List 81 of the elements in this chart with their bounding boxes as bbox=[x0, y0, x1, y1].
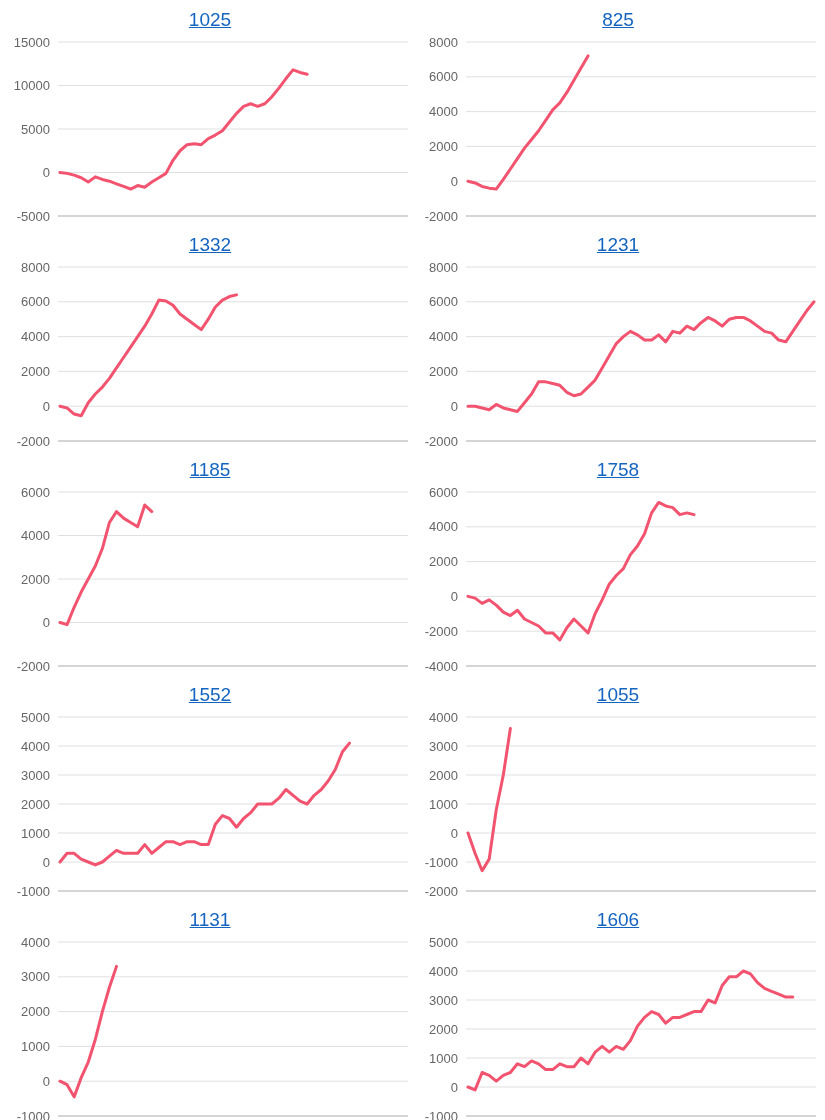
chart-title: 825 bbox=[601, 8, 635, 32]
y-tick-label: 5000 bbox=[21, 709, 50, 725]
y-tick-label: 6000 bbox=[429, 294, 458, 310]
y-tick-label: 0 bbox=[42, 1073, 50, 1089]
y-tick-label: 2000 bbox=[429, 139, 458, 155]
chart-title: 1131 bbox=[188, 908, 232, 932]
y-tick-label: 3000 bbox=[21, 767, 50, 783]
chart-title: 1606 bbox=[595, 908, 641, 932]
y-tick-label: 6000 bbox=[21, 294, 50, 310]
y-tick-label: 4000 bbox=[21, 528, 50, 544]
chart-title: 1025 bbox=[187, 8, 233, 32]
y-tick-label: 4000 bbox=[21, 934, 50, 950]
y-tick-label: 0 bbox=[450, 1079, 458, 1095]
y-tick-label: 2000 bbox=[21, 1004, 50, 1020]
line-series bbox=[58, 293, 239, 418]
y-tick-label: 2000 bbox=[429, 554, 458, 570]
y-tick-label: 10000 bbox=[13, 78, 50, 94]
y-tick-label: 0 bbox=[450, 825, 458, 841]
y-tick-label: 0 bbox=[42, 165, 50, 181]
y-tick-label: -2000 bbox=[16, 433, 50, 449]
y-tick-label: 2000 bbox=[429, 1021, 458, 1037]
line-series bbox=[58, 741, 352, 867]
chart-title: 1758 bbox=[595, 458, 641, 482]
y-tick-label: -4000 bbox=[424, 658, 458, 674]
line-series bbox=[58, 503, 154, 627]
chart-title: 1332 bbox=[187, 233, 233, 257]
y-tick-label: 5000 bbox=[429, 934, 458, 950]
y-tick-label: 0 bbox=[42, 615, 50, 631]
y-tick-label: 4000 bbox=[429, 709, 458, 725]
y-tick-label: -1000 bbox=[16, 1108, 50, 1120]
y-tick-label: 1000 bbox=[21, 1039, 50, 1055]
line-series bbox=[466, 969, 795, 1092]
y-tick-label: -2000 bbox=[424, 433, 458, 449]
y-tick-label: 4000 bbox=[429, 519, 458, 535]
chart-title: 1552 bbox=[187, 683, 233, 707]
y-tick-label: 4000 bbox=[21, 329, 50, 345]
y-tick-label: 2000 bbox=[21, 364, 50, 380]
y-tick-label: 8000 bbox=[429, 34, 458, 50]
y-tick-label: 4000 bbox=[21, 738, 50, 754]
y-tick-label: 6000 bbox=[429, 484, 458, 500]
y-tick-label: 0 bbox=[450, 398, 458, 414]
y-tick-label: 4000 bbox=[429, 329, 458, 345]
y-tick-label: -1000 bbox=[16, 883, 50, 899]
y-tick-label: 2000 bbox=[21, 571, 50, 587]
line-series bbox=[466, 727, 512, 873]
y-tick-label: 1000 bbox=[429, 796, 458, 812]
y-tick-label: 3000 bbox=[429, 738, 458, 754]
line-series bbox=[466, 54, 590, 191]
y-tick-label: 1000 bbox=[21, 825, 50, 841]
line-series bbox=[58, 964, 118, 1099]
y-tick-label: 6000 bbox=[429, 69, 458, 85]
line-series bbox=[466, 300, 816, 413]
y-tick-label: 2000 bbox=[429, 364, 458, 380]
y-tick-label: 0 bbox=[450, 589, 458, 605]
y-tick-label: -5000 bbox=[16, 208, 50, 224]
line-series bbox=[58, 68, 309, 191]
chart-title: 1231 bbox=[595, 233, 641, 257]
y-tick-label: 8000 bbox=[21, 259, 50, 275]
y-tick-label: 2000 bbox=[429, 767, 458, 783]
line-series bbox=[466, 500, 696, 642]
y-tick-label: -2000 bbox=[424, 623, 458, 639]
y-tick-label: 4000 bbox=[429, 104, 458, 120]
y-tick-label: -1000 bbox=[424, 1108, 458, 1120]
y-tick-label: 1000 bbox=[429, 1050, 458, 1066]
y-tick-label: -2000 bbox=[16, 658, 50, 674]
y-tick-label: 4000 bbox=[429, 963, 458, 979]
y-tick-label: 3000 bbox=[429, 992, 458, 1008]
chart-title: 1185 bbox=[188, 458, 232, 482]
y-tick-label: 15000 bbox=[13, 34, 50, 50]
y-tick-label: 2000 bbox=[21, 796, 50, 812]
y-tick-label: 0 bbox=[42, 854, 50, 870]
y-tick-label: -2000 bbox=[424, 208, 458, 224]
y-tick-label: 8000 bbox=[429, 259, 458, 275]
y-tick-label: 3000 bbox=[21, 969, 50, 985]
y-tick-label: 0 bbox=[450, 173, 458, 189]
chart-title: 1055 bbox=[595, 683, 641, 707]
y-tick-label: -2000 bbox=[424, 883, 458, 899]
y-tick-label: 6000 bbox=[21, 484, 50, 500]
y-tick-label: 0 bbox=[42, 398, 50, 414]
y-tick-label: -1000 bbox=[424, 854, 458, 870]
y-tick-label: 5000 bbox=[21, 121, 50, 137]
